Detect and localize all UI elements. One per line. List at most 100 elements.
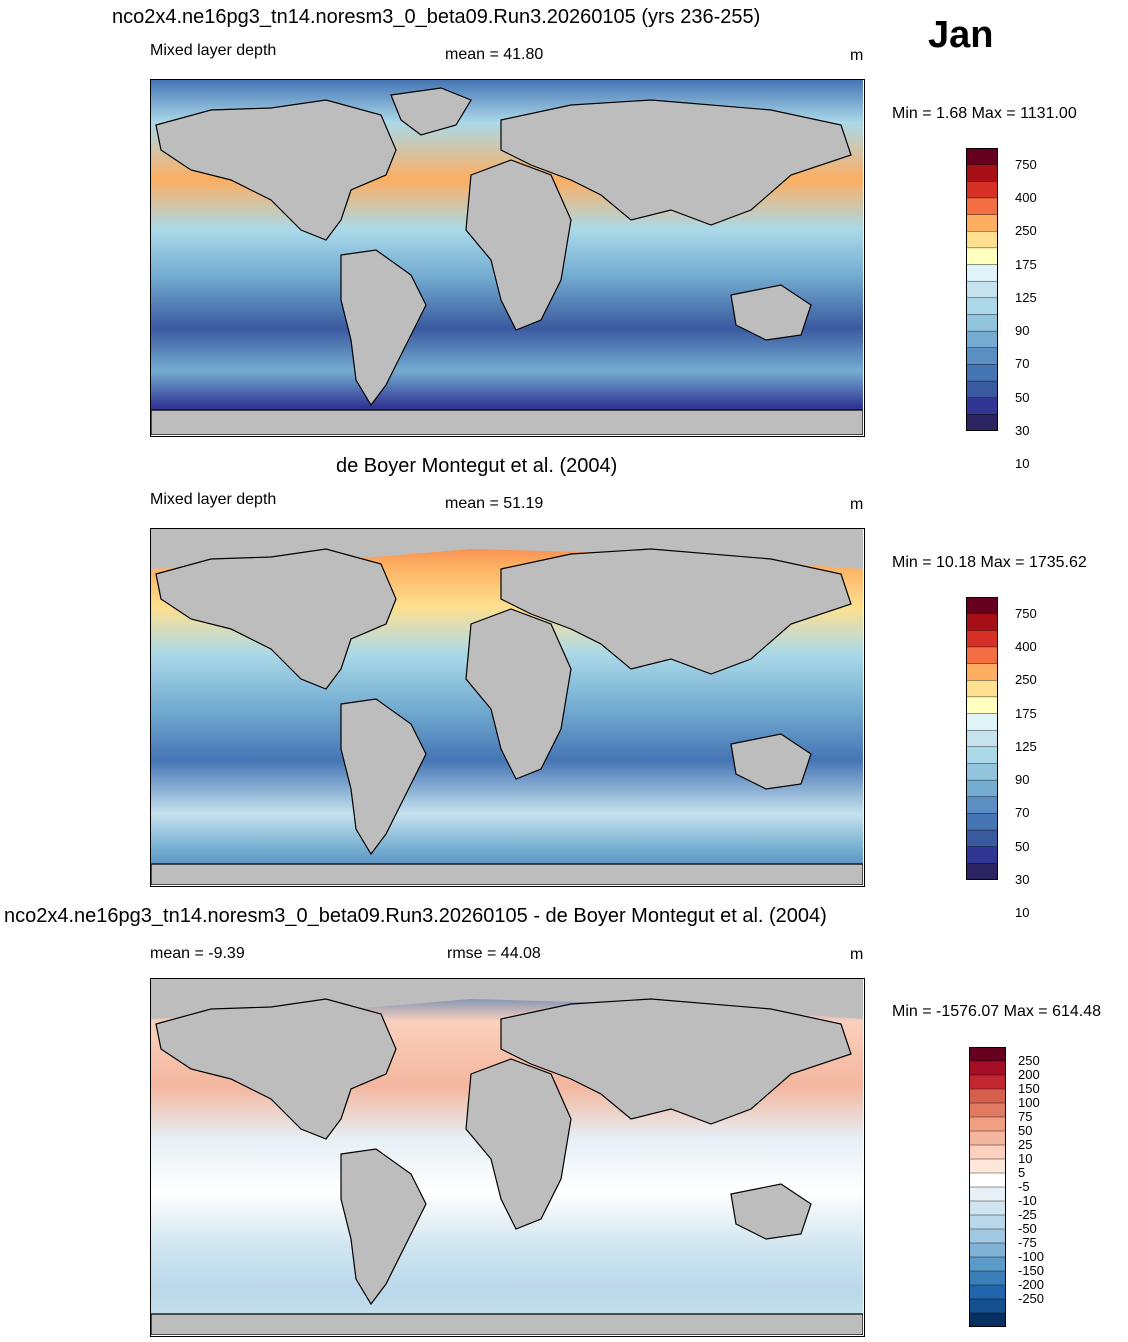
colorbar-tick-label: -150 [1018,1263,1045,1278]
colorbar-segment [968,1312,1007,1328]
panel2-units: m [850,496,864,513]
colorbar-tick-label: 10 [1015,905,1030,921]
colorbar-tick-label: 100 [1018,1095,1040,1110]
colorbar-segment [968,1088,1007,1104]
panel1-title: nco2x4.ne16pg3_tn14.noresm3_0_beta09.Run… [112,6,761,28]
colorbar-segment [968,1186,1007,1202]
colorbar-segment [965,264,999,282]
colorbar-tick-label: 125 [1015,738,1037,754]
colorbar-segment [965,364,999,382]
colorbar-segment [965,596,999,615]
month-label: Jan [928,14,994,56]
colorbar-segment [965,181,999,199]
colorbar-segment [965,863,999,881]
colorbar-tick-label: 90 [1015,772,1030,788]
colorbar-segment [965,829,999,848]
colorbar-segment [968,1116,1007,1132]
colorbar-segment [965,696,999,715]
colorbar-tick-label: 400 [1015,638,1037,654]
panel3-minmax: Min = -1576.07 Max = 614.48 [892,1003,1102,1020]
colorbar-tick-label: 250 [1015,223,1037,239]
colorbar-tick-label: 50 [1018,1123,1033,1138]
colorbar-tick-label: -5 [1018,1179,1030,1194]
colorbar-segment [965,197,999,216]
panel2-mean: mean = 51.19 [445,495,544,512]
colorbar-segment [965,746,999,765]
panel1-map [150,79,865,437]
colorbar-segment [965,397,999,416]
panel2-left-label: Mixed layer depth [150,491,277,508]
panel3-map [150,978,865,1337]
panel1-left-label: Mixed layer depth [150,42,277,59]
colorbar-segment [965,380,999,399]
colorbar-segment [965,680,999,698]
panel3-title: nco2x4.ne16pg3_tn14.noresm3_0_beta09.Run… [4,905,827,927]
colorbar-segment [965,613,999,631]
colorbar-tick-label: -75 [1018,1235,1037,1250]
colorbar-segment [965,630,999,648]
colorbar-segment [968,1228,1007,1244]
panel3-colorbar-svg [968,1046,1007,1328]
colorbar-segment [965,646,999,665]
colorbar-segment [965,846,999,865]
colorbar-tick-label: 90 [1015,323,1030,339]
colorbar-tick-label: 25 [1018,1137,1033,1152]
panel3-rmse: rmse = 44.08 [447,945,541,962]
colorbar-tick-label: 70 [1015,805,1030,821]
colorbar-tick-label: -100 [1018,1249,1045,1264]
colorbar-tick-label: 70 [1015,356,1030,372]
panel3-mean: mean = -9.39 [150,945,245,962]
colorbar-segment [965,763,999,781]
colorbar-segment [968,1270,1007,1286]
panel2-map-svg [150,529,864,886]
panel1-minmax: Min = 1.68 Max = 1131.00 [892,105,1077,122]
panel1-mean: mean = 41.80 [445,46,544,63]
colorbar-segment [968,1172,1007,1188]
colorbar-tick-label: -200 [1018,1277,1045,1292]
colorbar-tick-label: -25 [1018,1207,1037,1222]
colorbar-tick-label: 5 [1018,1165,1026,1180]
colorbar-tick-label: -10 [1018,1193,1037,1208]
panel3-map-svg [150,979,864,1336]
colorbar-tick-label: 200 [1018,1067,1040,1082]
panel2-colorbar-svg [965,596,999,881]
colorbar-segment [968,1046,1007,1062]
colorbar-tick-label: 250 [1018,1053,1040,1068]
colorbar-segment [965,729,999,748]
colorbar-segment [968,1060,1007,1076]
colorbar-segment [968,1130,1007,1146]
colorbar-segment [965,813,999,831]
colorbar-tick-label: 30 [1015,872,1030,887]
colorbar-tick-label: 400 [1015,189,1037,205]
colorbar-tick-label: 125 [1015,289,1037,305]
colorbar-tick-label: 50 [1015,389,1030,405]
colorbar-segment [968,1144,1007,1160]
colorbar-segment [968,1200,1007,1216]
panel1-units: m [850,47,864,64]
colorbar-segment [968,1074,1007,1090]
colorbar-tick-label: 750 [1015,605,1037,621]
colorbar-segment [965,297,999,316]
colorbar-segment [965,280,999,299]
colorbar-tick-label: 175 [1015,256,1037,272]
colorbar-segment [965,247,999,266]
colorbar-segment [965,314,999,332]
colorbar-tick-label: 250 [1015,672,1037,688]
colorbar-segment [968,1242,1007,1258]
colorbar-tick-label: 50 [1015,838,1030,854]
colorbar-tick-label: 10 [1018,1151,1033,1166]
colorbar-segment [965,147,999,166]
panel3-units: m [850,946,864,963]
colorbar-segment [965,414,999,432]
colorbar-segment [968,1158,1007,1174]
colorbar-segment [968,1256,1007,1272]
colorbar-segment [965,713,999,731]
colorbar-segment [968,1102,1007,1118]
colorbar-tick-label: 750 [1015,156,1037,172]
colorbar-tick-label: 30 [1015,423,1030,438]
panel2-map [150,528,865,887]
colorbar-tick-label: 150 [1018,1081,1040,1096]
colorbar-tick-label: -50 [1018,1221,1037,1236]
colorbar-tick-label: 175 [1015,705,1037,721]
colorbar-tick-label: 75 [1018,1109,1033,1124]
